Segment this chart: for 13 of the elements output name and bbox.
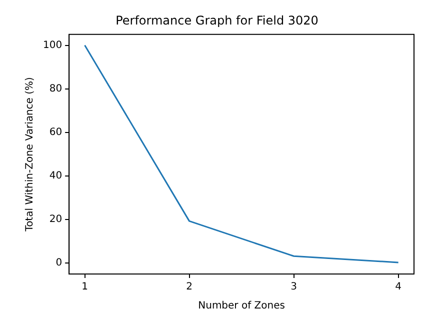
y-tick-label: 0 bbox=[56, 258, 62, 269]
y-axis-title: Total Within-Zone Variance (%) bbox=[24, 76, 36, 232]
y-tick-label: 20 bbox=[49, 214, 62, 226]
x-tick-label: 1 bbox=[82, 282, 88, 293]
y-tick-label: 80 bbox=[49, 83, 62, 94]
x-axis-title: Number of Zones bbox=[198, 300, 285, 312]
x-tick-label: 3 bbox=[290, 282, 297, 293]
x-tick-label: 4 bbox=[395, 282, 402, 293]
y-tick-label: 40 bbox=[49, 170, 62, 182]
y-tick-label: 60 bbox=[49, 127, 62, 138]
chart-title: Performance Graph for Field 3020 bbox=[116, 13, 318, 28]
y-tick-label: 100 bbox=[42, 40, 62, 51]
x-tick-label: 2 bbox=[186, 282, 192, 293]
